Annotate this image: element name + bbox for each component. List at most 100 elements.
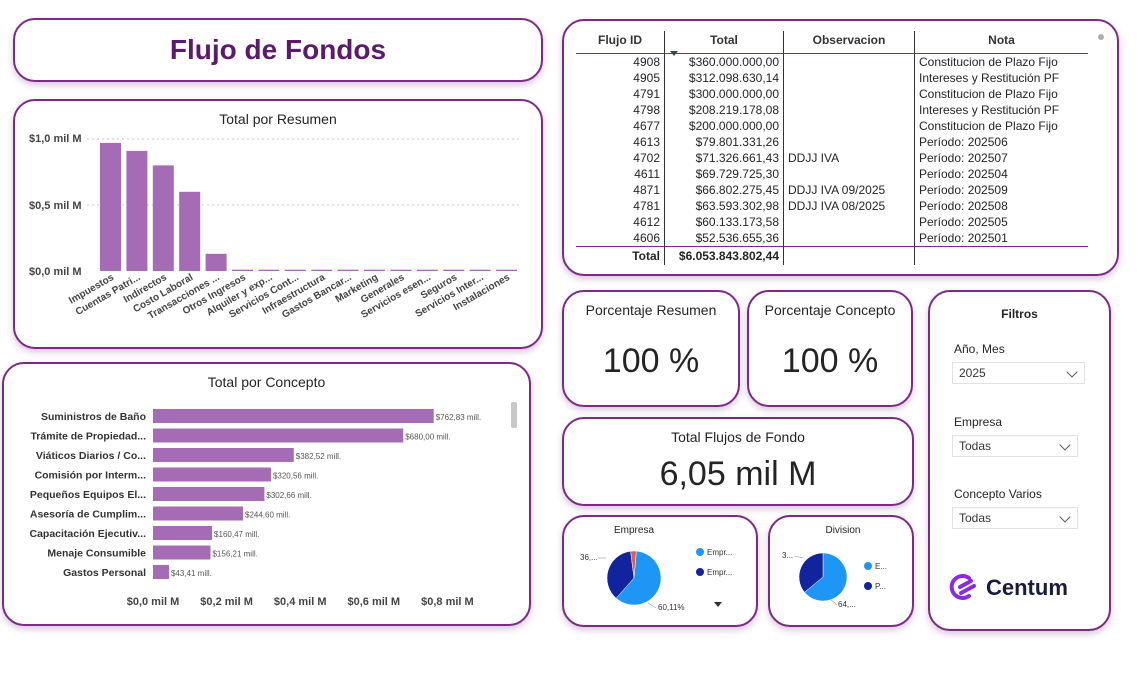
header-observacion[interactable]: Observacion (783, 31, 915, 54)
cell-total: $63.593.302,98 (664, 198, 784, 214)
cell-nota: Constitucion de Plazo Fijo (919, 119, 1058, 133)
table-row[interactable]: 4702 $71.326.661,43 DDJJ IVA Período: 20250… (576, 150, 1088, 166)
concepto-bar-chart[interactable]: Suministros de Baño $762,83 mill. Trámite … (4, 364, 529, 624)
concepto-dropdown[interactable]: Todas (952, 507, 1078, 529)
concepto-bar[interactable] (153, 487, 265, 501)
filter-label-anio-mes: Año, Mes (954, 342, 1005, 356)
header-total[interactable]: Total (664, 31, 784, 54)
concepto-bar[interactable] (153, 506, 244, 521)
concepto-bar[interactable] (153, 545, 211, 560)
resumen-bar[interactable] (416, 269, 438, 271)
y-tick-label: Gastos Personal (63, 567, 146, 579)
resumen-bar[interactable] (232, 269, 253, 271)
table-row[interactable]: 4613 $79.801.331,26 Período: 202506 (576, 134, 1088, 150)
legend-label: P... (875, 582, 886, 591)
resumen-bar[interactable] (284, 269, 306, 271)
pie-slice[interactable] (798, 552, 824, 593)
resumen-bar[interactable] (100, 142, 121, 271)
resumen-bar[interactable] (337, 269, 359, 271)
cell-total: $360.000.000,00 (664, 53, 784, 70)
resumen-bar[interactable] (390, 269, 412, 271)
resumen-bar[interactable] (126, 150, 148, 271)
concepto-bar[interactable] (153, 565, 169, 579)
sort-desc-icon[interactable] (670, 51, 678, 56)
cell-total: $60.133.173,58 (664, 214, 784, 230)
cell-nota: Período: 202506 (919, 135, 1008, 149)
resumen-bar[interactable] (205, 253, 227, 271)
table-row[interactable]: 4677 $200.000.000,00 Constitucion de Plazo… (576, 118, 1088, 134)
kpi-value: 6,05 mil M (659, 455, 817, 493)
table-row[interactable]: 4871 $66.802.275,45 DDJJ IVA 09/2025 Períod… (576, 182, 1088, 198)
resumen-bar[interactable] (364, 269, 385, 271)
table-row[interactable]: 4798 $208.219.178,08 Intereses y Restituci… (576, 102, 1088, 118)
y-tick-label: Asesoría de Cumplim... (30, 509, 146, 521)
resumen-bar[interactable] (496, 269, 517, 271)
empresa-pie-chart[interactable]: 36,... 60,11% Empr... Empr... (564, 517, 756, 625)
concepto-bar[interactable] (153, 428, 404, 443)
resumen-bar[interactable] (443, 269, 465, 271)
cell-flujo-id: 4613 (576, 134, 665, 150)
concepto-scrollbar[interactable] (511, 402, 517, 428)
division-pie-chart[interactable]: 3... 64,... E... P... (770, 517, 912, 625)
table-scrollbar[interactable] (1098, 34, 1104, 40)
cell-flujo-id: 4606 (576, 230, 665, 247)
pie-slice[interactable] (804, 552, 848, 602)
concepto-bar[interactable] (153, 467, 271, 482)
table-row[interactable]: 4908 $360.000.000,00 Constitucion de Plazo… (576, 53, 1088, 70)
cell-total: $69.729.725,30 (664, 166, 784, 182)
cell-flujo-id: 4781 (576, 198, 665, 214)
flujos-table[interactable]: Flujo ID Total Observacion Nota 4908 $360… (576, 31, 1088, 265)
concepto-chart-card[interactable]: Total por Concepto Suministros de Baño $7… (2, 362, 531, 626)
resumen-bar[interactable] (469, 269, 491, 271)
kpi-label: Porcentaje Resumen (585, 302, 717, 318)
empresa-dropdown[interactable]: Todas (952, 435, 1078, 457)
y-tick-label: Capacitación Ejecutiv... (29, 528, 146, 540)
bar-data-label: $43,41 mill. (171, 569, 212, 578)
resumen-chart-card[interactable]: Total por Resumen $1,0 mil M $0,5 mil M … (13, 99, 543, 349)
y-tick-label: Viáticos Diarios / Co... (36, 450, 146, 462)
dropdown-value: Todas (959, 439, 992, 453)
cell-flujo-id: 4908 (576, 53, 665, 70)
flujos-table-card[interactable]: Flujo ID Total Observacion Nota 4908 $360… (562, 19, 1119, 276)
table-row[interactable]: 4612 $60.133.173,58 Período: 202505 (576, 214, 1088, 230)
division-slices[interactable] (798, 552, 848, 602)
pie-slice[interactable] (615, 550, 662, 606)
resumen-bar[interactable] (311, 269, 333, 271)
table-row[interactable]: 4611 $69.729.725,30 Período: 202504 (576, 166, 1088, 182)
cell-nota: Período: 202508 (919, 199, 1008, 213)
concepto-bar[interactable] (153, 409, 434, 423)
cell-total: $71.326.661,43 (664, 150, 784, 166)
bar-data-label: $160,47 mill. (214, 530, 259, 539)
filter-label-concepto: Concepto Varios (954, 487, 1042, 501)
legend-marker-light (696, 548, 704, 556)
cell-total: $312.098.630,14 (664, 70, 784, 86)
bar-data-label: $680,00 mill. (405, 433, 450, 442)
concepto-x-axis: $0,0 mil M $0,2 mil M $0,4 mil M $0,6 mil M… (127, 596, 474, 608)
header-nota[interactable]: Nota (914, 31, 1088, 54)
resumen-bar[interactable] (258, 269, 280, 271)
concepto-bars[interactable]: Suministros de Baño $762,83 mill. Trámite … (29, 409, 481, 579)
title-card: Flujo de Fondos (13, 18, 543, 82)
table-row[interactable]: 4905 $312.098.630,14 Intereses y Restituci… (576, 70, 1088, 86)
resumen-chart-title: Total por Resumen (219, 111, 337, 127)
pie-slice[interactable] (630, 550, 637, 579)
header-flujo-id[interactable]: Flujo ID (576, 31, 665, 54)
empresa-slices[interactable] (606, 550, 662, 606)
table-row[interactable]: 4781 $63.593.302,98 DDJJ IVA 08/2025 Períod… (576, 198, 1088, 214)
concepto-bar[interactable] (153, 526, 213, 540)
resumen-bar[interactable] (179, 191, 201, 271)
pie-slice[interactable] (606, 550, 635, 599)
anio-mes-dropdown[interactable]: 2025 (952, 362, 1085, 384)
table-row[interactable]: 4606 $52.536.655,36 Período: 202501 (576, 230, 1088, 247)
dropdown-value: 2025 (959, 366, 986, 380)
resumen-bar-chart[interactable]: $1,0 mil M $0,5 mil M $0,0 mil M Impuest… (15, 101, 541, 347)
division-pie-card[interactable]: Division 3... 64,... E... P... (768, 515, 914, 627)
table-row[interactable]: 4791 $300.000.000,00 Constitucion de Plazo… (576, 86, 1088, 102)
cell-nota: Período: 202501 (919, 231, 1008, 245)
empresa-pie-card[interactable]: Empresa 36,... 60,11% Empr... Empr... (562, 515, 758, 627)
resumen-bar[interactable] (152, 165, 174, 271)
y-tick-label: Pequeños Equipos El... (30, 489, 146, 501)
cell-nota: Período: 202509 (919, 183, 1008, 197)
concepto-bar[interactable] (153, 448, 294, 462)
